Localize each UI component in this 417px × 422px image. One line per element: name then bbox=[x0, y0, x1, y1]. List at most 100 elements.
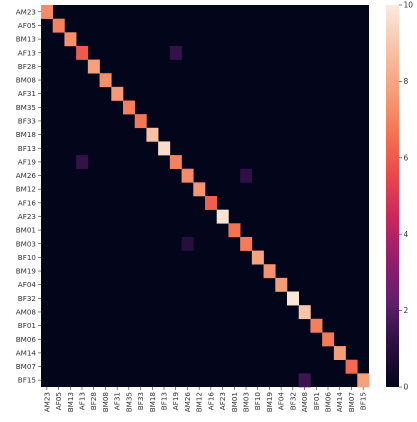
x-tick-label-bm13: BM13 bbox=[66, 392, 75, 412]
x-tick-label-af04: AF04 bbox=[277, 392, 286, 411]
y-axis-tick-labels: AM23 AF05 BM13 AF13 BF28 BM08 AF31 BM35 BF33 BM18… bbox=[16, 7, 41, 385]
heatmap-cell-bf01-bf01 bbox=[310, 318, 323, 333]
heatmap-cell-bf15-am08 bbox=[298, 373, 311, 388]
heatmap-cell-bf28-bf28 bbox=[87, 59, 100, 74]
heatmap-cell-am14-am14 bbox=[333, 346, 346, 361]
heatmap-cell-af13-af13 bbox=[76, 45, 89, 60]
colorbar-gradient bbox=[386, 5, 399, 387]
y-tick-label-am08: AM08 bbox=[16, 307, 37, 316]
heatmap-cell-bf15-bf15 bbox=[357, 373, 370, 388]
x-tick-label-bm12: BM12 bbox=[195, 392, 204, 412]
y-tick-label-bf28: BF28 bbox=[18, 62, 37, 71]
y-tick-label-bf13: BF13 bbox=[18, 144, 36, 153]
colorbar-tick-label-8: 8 bbox=[404, 77, 409, 86]
y-tick-label-bm12: BM12 bbox=[16, 185, 36, 194]
y-tick-label-af04: AF04 bbox=[18, 280, 37, 289]
x-tick-label-bm35: BM35 bbox=[124, 392, 133, 412]
y-tick-label-bm03: BM03 bbox=[16, 239, 36, 248]
heatmap-cell-af04-af04 bbox=[275, 277, 288, 292]
x-tick-label-bm06: BM06 bbox=[324, 392, 333, 413]
heatmap-cells bbox=[41, 5, 370, 388]
heatmap-cell-af19-af19 bbox=[169, 155, 182, 170]
heatmap-cell-bf33-bf33 bbox=[134, 114, 147, 129]
x-tick-label-af16: AF16 bbox=[206, 392, 215, 411]
y-tick-label-af31: AF31 bbox=[18, 89, 36, 98]
heatmap-cell-af19-af13 bbox=[76, 155, 89, 170]
y-tick-label-bm13: BM13 bbox=[16, 35, 36, 44]
y-tick-label-bm07: BM07 bbox=[16, 362, 36, 371]
heatmap-cell-bm07-bm07 bbox=[345, 359, 358, 374]
x-tick-label-bm19: BM19 bbox=[265, 392, 274, 413]
y-tick-label-bf32: BF32 bbox=[18, 294, 36, 303]
x-tick-label-bf13: BF13 bbox=[160, 392, 169, 410]
colorbar-tick-label-6: 6 bbox=[404, 153, 409, 162]
heatmap-cell-bf10-bf10 bbox=[251, 250, 264, 265]
x-tick-label-am26: AM26 bbox=[183, 392, 192, 413]
y-tick-label-af23: AF23 bbox=[18, 212, 36, 221]
y-tick-label-bf01: BF01 bbox=[18, 321, 36, 330]
heatmap-cell-bm12-bm12 bbox=[193, 182, 206, 197]
heatmap-cell-am26-bm03 bbox=[240, 168, 253, 183]
heatmap-cell-bm03-bm03 bbox=[240, 236, 253, 251]
heatmap-cell-bm19-bm19 bbox=[263, 264, 276, 279]
y-tick-label-am23: AM23 bbox=[16, 7, 36, 16]
y-tick-label-af05: AF05 bbox=[18, 21, 36, 30]
heatmap-plot-area bbox=[41, 5, 370, 388]
x-tick-label-am23: AM23 bbox=[42, 392, 51, 412]
x-tick-label-bf32: BF32 bbox=[288, 392, 297, 410]
y-tick-label-af19: AF19 bbox=[18, 157, 37, 166]
heatmap-cell-af23-af23 bbox=[216, 209, 229, 224]
x-tick-label-af19: AF19 bbox=[171, 392, 180, 411]
heatmap-cell-am26-am26 bbox=[181, 168, 194, 183]
y-tick-label-bm06: BM06 bbox=[16, 335, 37, 344]
colorbar-tick-label-10: 10 bbox=[404, 1, 414, 10]
y-tick-label-bm35: BM35 bbox=[16, 103, 36, 112]
x-tick-label-bm03: BM03 bbox=[242, 392, 251, 412]
y-tick-label-am26: AM26 bbox=[16, 171, 37, 180]
x-axis-tick-labels: AM23 AF05 BM13 AF13 BF28 BM08 AF31 BM35 BF33 BM18… bbox=[42, 387, 368, 413]
x-tick-label-bf15: BF15 bbox=[359, 392, 368, 410]
heatmap-cell-bm03-am26 bbox=[181, 236, 194, 251]
heatmap-cell-bm08-bm08 bbox=[99, 73, 112, 88]
x-tick-label-bf10: BF10 bbox=[253, 392, 262, 411]
heatmap-cell-af31-af31 bbox=[111, 86, 124, 101]
heatmap-cell-bm06-bm06 bbox=[322, 332, 335, 347]
heatmap-cell-bm18-bm18 bbox=[146, 127, 159, 142]
heatmap-cell-af05-af05 bbox=[52, 18, 65, 33]
y-tick-label-bm18: BM18 bbox=[16, 130, 37, 139]
heatmap-cell-am23-am23 bbox=[41, 5, 54, 19]
heatmap-cell-bm13-bm13 bbox=[64, 32, 77, 47]
heatmap-cell-af16-af16 bbox=[205, 196, 218, 210]
x-tick-label-af05: AF05 bbox=[54, 392, 63, 410]
colorbar-tick-label-0: 0 bbox=[404, 383, 409, 392]
y-tick-label-af13: AF13 bbox=[18, 48, 36, 57]
x-tick-label-bm18: BM18 bbox=[148, 392, 157, 413]
x-tick-label-bf33: BF33 bbox=[136, 392, 145, 410]
x-tick-label-af31: AF31 bbox=[113, 392, 122, 410]
colorbar: 0 2 4 6 8 10 bbox=[386, 1, 413, 392]
y-tick-label-am14: AM14 bbox=[16, 348, 37, 357]
x-tick-label-bf28: BF28 bbox=[89, 392, 98, 411]
heatmap-cell-am08-am08 bbox=[298, 305, 311, 320]
x-tick-label-af23: AF23 bbox=[218, 392, 227, 410]
y-tick-label-bm01: BM01 bbox=[16, 226, 36, 235]
y-tick-label-bf15: BF15 bbox=[18, 376, 36, 385]
heatmap-cell-bm35-bm35 bbox=[123, 100, 136, 115]
x-tick-label-bm01: BM01 bbox=[230, 392, 239, 412]
x-tick-label-bf01: BF01 bbox=[312, 392, 321, 410]
colorbar-tick-label-2: 2 bbox=[404, 306, 409, 315]
heatmap-cell-af13-af19 bbox=[169, 45, 182, 60]
y-tick-label-bf33: BF33 bbox=[18, 116, 36, 125]
x-tick-label-bm08: BM08 bbox=[101, 392, 110, 413]
heatmap-cell-bf13-bf13 bbox=[158, 141, 171, 156]
y-tick-label-bf10: BF10 bbox=[18, 253, 37, 262]
x-tick-label-af13: AF13 bbox=[78, 392, 87, 410]
y-tick-label-bm19: BM19 bbox=[16, 267, 37, 276]
colorbar-tick-label-4: 4 bbox=[404, 230, 409, 239]
heatmap-cell-bf32-bf32 bbox=[287, 291, 300, 306]
heatmap-cell-bm01-bm01 bbox=[228, 223, 241, 238]
x-tick-label-bm07: BM07 bbox=[347, 392, 356, 412]
x-tick-label-am08: AM08 bbox=[300, 392, 309, 413]
y-tick-label-af16: AF16 bbox=[18, 198, 37, 207]
